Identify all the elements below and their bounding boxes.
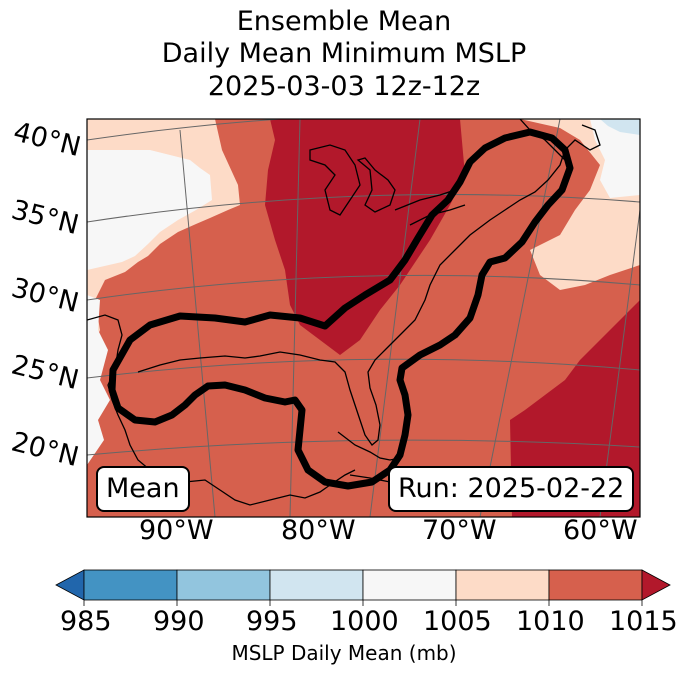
map-frame <box>86 118 641 518</box>
title-line-1: Ensemble Mean <box>236 6 452 37</box>
coastlines <box>87 119 601 506</box>
lon-label-90w: 90°W <box>139 515 214 546</box>
mslp-contour <box>108 128 574 490</box>
colorbar-1005-1010 <box>455 569 550 601</box>
colorbar-1010-1015 <box>548 569 643 601</box>
colorbar-tick-990: 990 <box>153 606 205 637</box>
graticule <box>87 119 640 517</box>
field-1000-1005-east <box>590 119 640 198</box>
field-1000-1005-west <box>87 150 212 270</box>
colorbar <box>55 569 671 606</box>
colorbar-tick-1010: 1010 <box>516 606 585 637</box>
field-1000-1005-southwest <box>87 295 110 465</box>
lon-label-80w: 80°W <box>281 515 356 546</box>
colorbar-tick-985: 985 <box>60 606 112 637</box>
run-date-box: Run: 2025-02-22 <box>388 466 635 512</box>
colorbar-990-995 <box>176 569 271 601</box>
title-line-3: 2025-03-03 12z-12z <box>207 71 481 102</box>
field-1015plus-inland <box>265 119 465 355</box>
colorbar-over <box>641 569 671 601</box>
colorbar-under <box>55 569 85 601</box>
colorbar-985-990 <box>83 569 178 601</box>
field-995-1000-east <box>600 119 640 135</box>
colorbar-units-label: MSLP Daily Mean (mb) <box>231 641 457 665</box>
colorbar-995-1000 <box>269 569 364 601</box>
colorbar-tick-995: 995 <box>246 606 298 637</box>
colorbar-1000-1005 <box>362 569 457 601</box>
colorbar-tick-1000: 1000 <box>330 606 399 637</box>
mean-label-box: Mean <box>96 466 190 512</box>
lon-label-70w: 70°W <box>422 515 497 546</box>
colorbar-tick-1005: 1005 <box>423 606 492 637</box>
lon-label-60w: 60°W <box>563 515 638 546</box>
title-line-2: Daily Mean Minimum MSLP <box>161 38 527 69</box>
colorbar-tick-1015: 1015 <box>609 606 678 637</box>
